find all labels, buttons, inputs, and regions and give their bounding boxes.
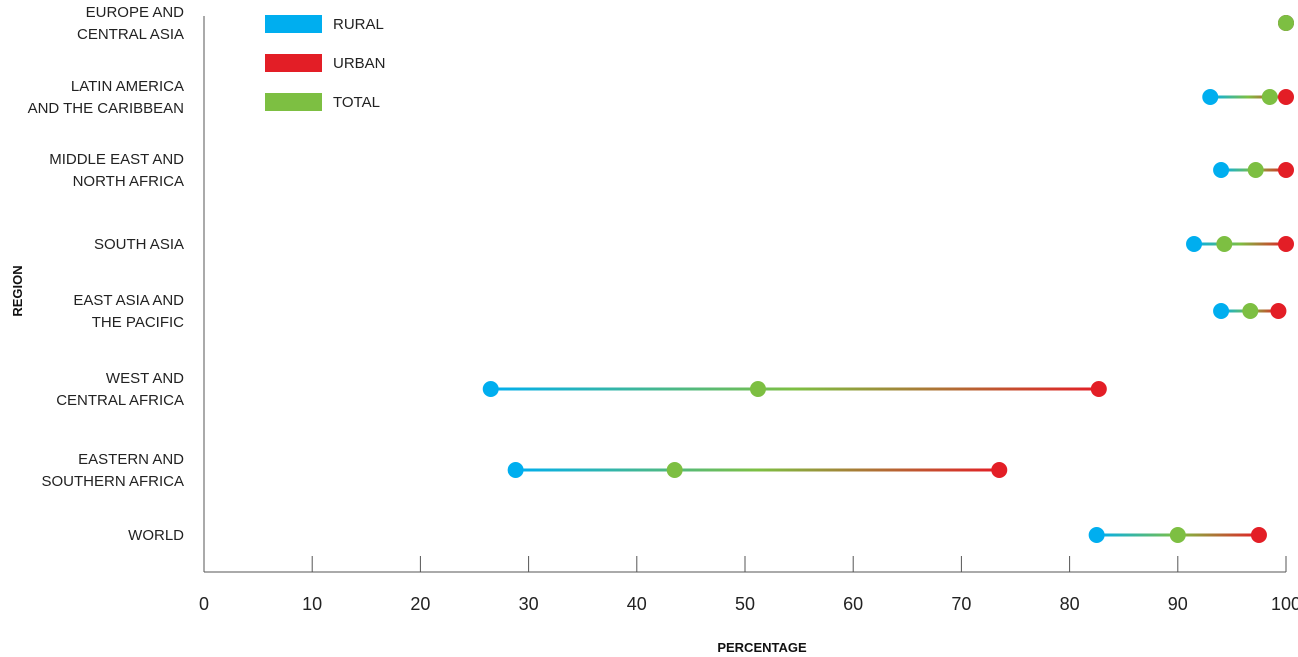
range-connector	[515, 468, 1000, 472]
point-urban	[1250, 527, 1267, 543]
category-label: AND THE CARIBBEAN	[28, 100, 184, 117]
point-urban	[1278, 89, 1294, 105]
point-rural	[482, 381, 499, 397]
category-label: WEST AND	[106, 370, 184, 387]
point-rural	[1186, 236, 1203, 252]
category-label: NORTH AFRICA	[73, 173, 184, 190]
category-label: CENTRAL AFRICA	[56, 392, 184, 409]
legend: RURAL URBAN TOTAL	[265, 15, 386, 111]
x-tick-label: 80	[1060, 594, 1080, 614]
category-label: THE PACIFIC	[92, 314, 184, 331]
x-tick-label: 50	[735, 594, 755, 614]
x-tick-label: 100	[1271, 594, 1298, 614]
point-urban	[1270, 303, 1287, 319]
range-connector	[1210, 95, 1286, 99]
category-label: WORLD	[128, 527, 184, 544]
category-label: EUROPE AND	[86, 4, 185, 21]
y-axis-title: REGION	[10, 265, 25, 316]
point-rural	[1202, 89, 1219, 105]
legend-label-total: TOTAL	[333, 94, 380, 111]
point-total	[1169, 527, 1186, 543]
x-tick-label: 30	[519, 594, 539, 614]
legend-swatch-total	[265, 93, 322, 111]
point-rural	[1213, 162, 1230, 178]
range-connector	[1194, 242, 1286, 246]
point-rural	[1213, 303, 1230, 319]
legend-label-rural: RURAL	[333, 16, 384, 33]
point-urban	[1090, 381, 1107, 397]
x-tick-label: 60	[843, 594, 863, 614]
x-tick-label: 40	[627, 594, 647, 614]
x-tick-label: 10	[302, 594, 322, 614]
point-urban	[1278, 236, 1294, 252]
category-label: SOUTHERN AFRICA	[41, 473, 184, 490]
point-urban	[991, 462, 1008, 478]
point-total	[1278, 15, 1294, 31]
x-tick-label: 70	[951, 594, 971, 614]
point-rural	[1088, 527, 1105, 543]
category-label: SOUTH ASIA	[94, 236, 184, 253]
x-tick-label: 0	[199, 594, 209, 614]
point-total	[1216, 236, 1233, 252]
point-rural	[507, 462, 524, 478]
category-labels: EUROPE AND CENTRAL ASIA LATIN AMERICA AND T…	[28, 4, 185, 544]
point-total	[666, 462, 683, 478]
point-total	[1247, 162, 1264, 178]
point-total	[749, 381, 766, 397]
legend-swatch-urban	[265, 54, 322, 72]
data-marks	[482, 15, 1294, 543]
range-connector	[490, 387, 1099, 391]
legend-swatch-rural	[265, 15, 322, 33]
category-label: CENTRAL ASIA	[77, 26, 184, 43]
category-label: EAST ASIA AND	[73, 292, 184, 309]
point-total	[1261, 89, 1278, 105]
category-label: MIDDLE EAST AND	[49, 151, 184, 168]
x-axis-title: PERCENTAGE	[717, 640, 807, 655]
point-urban	[1278, 162, 1294, 178]
x-tick-label: 20	[410, 594, 430, 614]
x-ticks: 0 10 20 30 40 50 60 70 80 90 100	[199, 556, 1298, 614]
point-total	[1242, 303, 1259, 319]
category-label: EASTERN AND	[78, 451, 184, 468]
x-tick-label: 90	[1168, 594, 1188, 614]
category-label: LATIN AMERICA	[71, 78, 184, 95]
legend-label-urban: URBAN	[333, 55, 386, 72]
